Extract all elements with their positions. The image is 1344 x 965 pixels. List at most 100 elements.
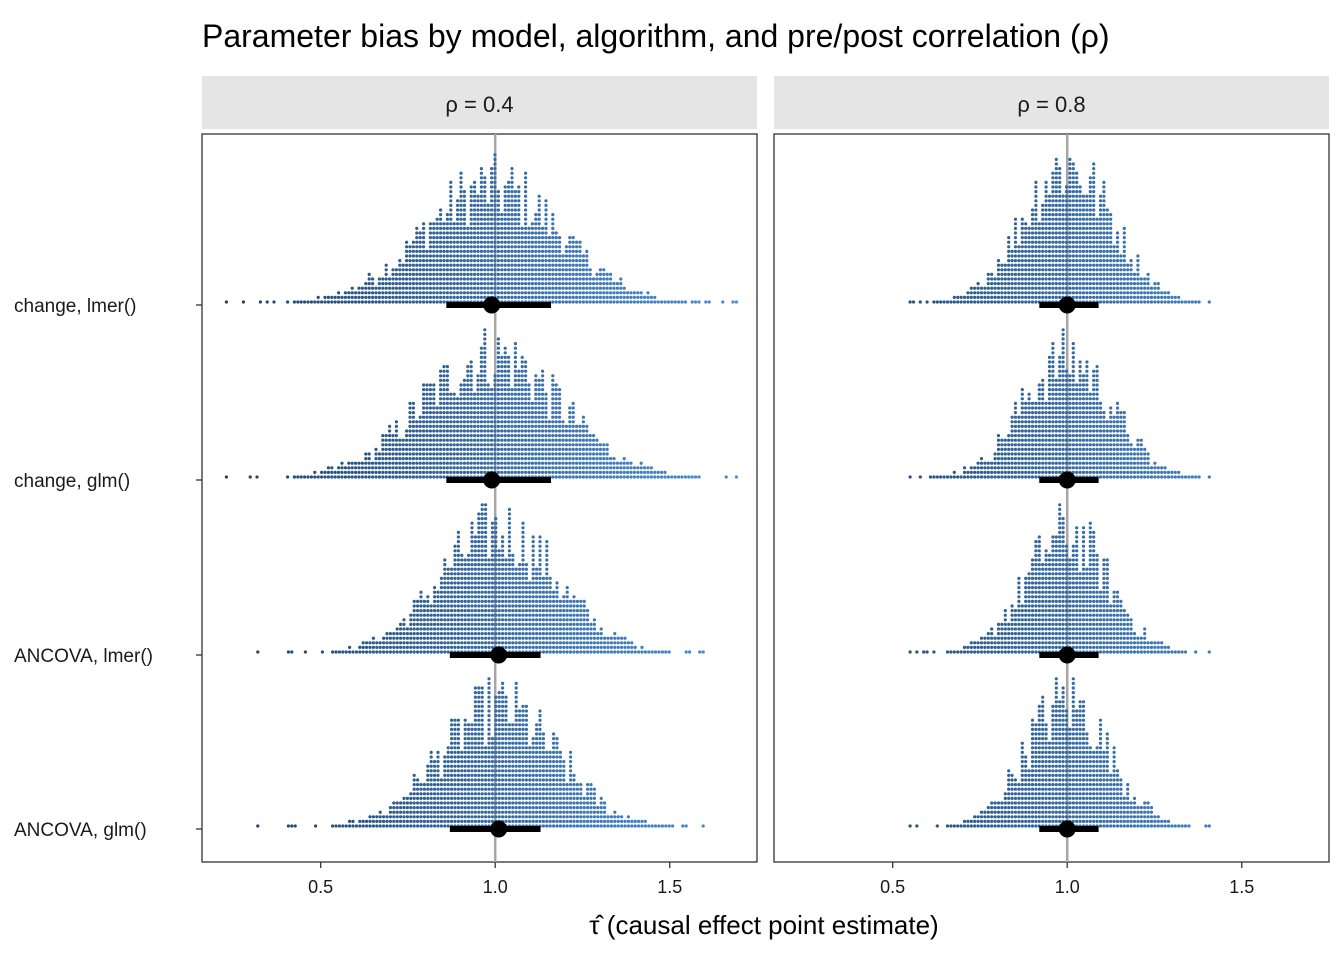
dot (432, 397, 435, 400)
dot (460, 554, 463, 557)
dot (518, 815, 521, 818)
dot (429, 273, 432, 276)
dot (510, 397, 513, 400)
dot (535, 600, 538, 603)
dot (527, 287, 530, 290)
dot (538, 549, 541, 552)
dot (382, 637, 385, 640)
dot (474, 563, 477, 566)
dot (381, 439, 384, 442)
dot (442, 259, 445, 262)
dot (483, 176, 486, 179)
dot (470, 577, 473, 580)
dot (561, 439, 564, 442)
dot (433, 637, 436, 640)
dot (416, 801, 419, 804)
dot (596, 632, 599, 635)
dot (487, 291, 490, 294)
dot (542, 824, 545, 827)
dot (545, 820, 548, 823)
dot (443, 637, 446, 640)
dot (483, 429, 486, 432)
dot (408, 402, 411, 405)
dot (514, 291, 517, 294)
dot (473, 448, 476, 451)
dot (364, 457, 367, 460)
dot (515, 742, 518, 745)
dot (626, 462, 629, 465)
dot (474, 709, 477, 712)
dot (565, 273, 568, 276)
dot (515, 755, 518, 758)
dot (589, 277, 592, 280)
dot (542, 577, 545, 580)
dot (508, 797, 511, 800)
dot (429, 439, 432, 442)
dot (620, 646, 623, 649)
dot (345, 650, 348, 653)
dot (432, 383, 435, 386)
dot (416, 600, 419, 603)
dot (323, 471, 326, 474)
dot (464, 806, 467, 809)
dot (459, 195, 462, 198)
dot (548, 273, 551, 276)
dot (647, 650, 650, 653)
dot (500, 448, 503, 451)
dot (538, 208, 541, 211)
dot (395, 273, 398, 276)
dot (640, 462, 643, 465)
dot (561, 448, 564, 451)
dot (583, 641, 586, 644)
dot (606, 273, 609, 276)
dot (551, 443, 554, 446)
dot (518, 728, 521, 731)
dot (320, 300, 323, 303)
dot (555, 425, 558, 428)
dot (464, 600, 467, 603)
dot (423, 600, 426, 603)
dot (477, 806, 480, 809)
dot (562, 769, 565, 772)
dot (470, 609, 473, 612)
dot (521, 577, 524, 580)
dot (610, 646, 613, 649)
dot (515, 783, 518, 786)
dot (583, 627, 586, 630)
dot (466, 259, 469, 262)
dot (447, 604, 450, 607)
dot (555, 646, 558, 649)
dot (409, 618, 412, 621)
dot (385, 268, 388, 271)
dot (548, 250, 551, 253)
dot (544, 268, 547, 271)
dot (606, 650, 609, 653)
dot (354, 471, 357, 474)
dot (408, 300, 411, 303)
dot (542, 632, 545, 635)
dot (453, 577, 456, 580)
dot (487, 466, 490, 469)
dot (602, 443, 605, 446)
dot (490, 268, 493, 271)
dot (544, 213, 547, 216)
dot (627, 641, 630, 644)
dot (511, 774, 514, 777)
dot (473, 259, 476, 262)
dot (500, 393, 503, 396)
dot (534, 434, 537, 437)
dot (524, 471, 527, 474)
dot (521, 273, 524, 276)
dot (364, 466, 367, 469)
dot (385, 637, 388, 640)
dot (426, 765, 429, 768)
dot (439, 241, 442, 244)
dot (457, 614, 460, 617)
dot (464, 637, 467, 640)
dot (449, 273, 452, 276)
dot (555, 600, 558, 603)
dot (330, 466, 333, 469)
dot (532, 623, 535, 626)
dot (544, 466, 547, 469)
dot (494, 700, 497, 703)
